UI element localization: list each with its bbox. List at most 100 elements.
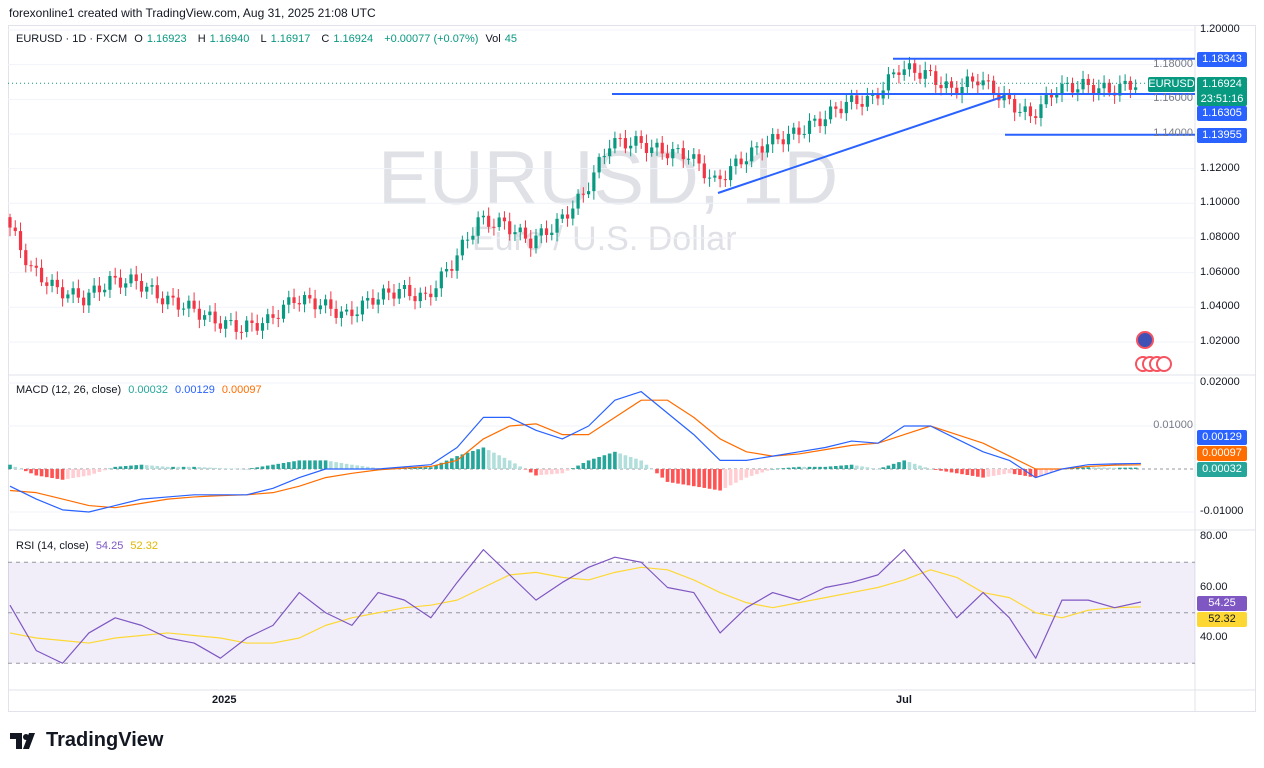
- candle-body: [571, 208, 575, 219]
- candle-body: [665, 153, 670, 159]
- macd-histogram-bar: [323, 460, 328, 469]
- candle-body: [529, 238, 533, 249]
- macd-histogram-bar: [728, 469, 733, 486]
- macd-histogram-bar: [660, 469, 665, 478]
- candle-body: [329, 299, 333, 309]
- macd-histogram-bar: [429, 467, 433, 469]
- macd-histogram-bar: [876, 469, 880, 470]
- candle-body: [713, 175, 717, 178]
- macd-histogram-bar: [213, 467, 217, 469]
- macd-histogram-bar: [276, 463, 281, 469]
- candle-body: [50, 279, 54, 286]
- macd-histogram-bar: [313, 460, 317, 469]
- macd-histogram-bar: [713, 469, 717, 490]
- rsi-legend: RSI (14, close) 54.25 52.32: [16, 540, 162, 552]
- candle-body: [376, 299, 380, 305]
- macd-histogram-bar: [670, 469, 675, 483]
- candle-body: [124, 283, 128, 288]
- macd-histogram-bar: [286, 462, 291, 469]
- macd-histogram-bar: [560, 469, 565, 474]
- macd-histogram-bar: [949, 469, 954, 473]
- macd-histogram-bar: [665, 469, 670, 482]
- candle-body: [981, 80, 985, 86]
- candle-body: [602, 156, 606, 158]
- macd-histogram-bar: [297, 460, 302, 469]
- candle-body: [581, 193, 585, 195]
- candle-body: [965, 76, 969, 88]
- rsi-tick: 60.00: [1200, 580, 1228, 593]
- rsi-tick: 80.00: [1200, 530, 1228, 542]
- macd-tick: 0.02000: [1200, 376, 1240, 388]
- time-label-2025: 2025: [212, 694, 237, 706]
- candle-body: [1097, 88, 1101, 95]
- price-tick: 1.04000: [1200, 300, 1240, 313]
- macd-histogram-bar: [739, 469, 743, 481]
- macd-histogram-bar: [271, 464, 275, 469]
- candle-body: [644, 142, 649, 154]
- macd-histogram-bar: [255, 467, 260, 469]
- candle-body: [855, 95, 859, 104]
- macd-histogram-bar: [239, 468, 244, 470]
- candle-body: [1065, 82, 1069, 84]
- candle-body: [944, 81, 948, 89]
- macd-histogram-bar: [497, 455, 501, 469]
- volume-value: 45: [504, 33, 517, 45]
- macd-signal-line: [9, 399, 1141, 509]
- candle-body: [434, 288, 438, 298]
- macd-histogram-bar: [828, 466, 833, 469]
- candle-body: [1013, 98, 1017, 113]
- candle-body: [502, 217, 507, 222]
- macd-histogram-bar: [1107, 467, 1112, 469]
- high-label: H: [197, 33, 206, 45]
- candle-body: [181, 308, 186, 310]
- candle-body: [760, 146, 764, 153]
- chart-credit: forexonline1 created with TradingView.co…: [9, 6, 376, 20]
- symbol-label[interactable]: EURUSD · 1D · FXCM: [16, 33, 128, 45]
- candle-body: [1076, 89, 1080, 93]
- macd-histogram-bar: [507, 460, 512, 469]
- candle-body: [986, 80, 990, 82]
- volume-label: Vol: [485, 33, 501, 45]
- macd-label[interactable]: MACD (12, 26, close): [16, 384, 122, 396]
- candle-body: [71, 288, 75, 295]
- signal-tag: 0.00097: [1197, 446, 1247, 461]
- macd-histogram-bar: [250, 468, 254, 469]
- macd-histogram-bar: [723, 469, 728, 488]
- candle-body: [355, 314, 359, 317]
- candle-body: [660, 142, 664, 154]
- candle-body: [1049, 93, 1054, 98]
- macd-histogram-bar: [939, 469, 943, 471]
- macd-histogram-bar: [960, 469, 964, 475]
- candle-body: [439, 271, 443, 289]
- macd-histogram-bar: [823, 466, 828, 469]
- macd-histogram-bar: [707, 469, 712, 489]
- rsi-label[interactable]: RSI (14, close): [16, 540, 89, 552]
- candle-body: [429, 293, 433, 298]
- candle-body: [413, 296, 417, 302]
- macd-histogram-bar: [544, 469, 549, 475]
- macd-histogram-bar: [649, 469, 654, 470]
- macd-histogram-bar: [1054, 469, 1059, 471]
- macd-histogram-bar: [597, 456, 601, 469]
- tradingview-logo[interactable]: TradingView: [10, 729, 163, 752]
- macd-histogram-bar: [686, 469, 691, 486]
- macd-histogram-bar: [776, 468, 780, 470]
- macd-histogram-bar: [1044, 469, 1049, 475]
- macd-histogram-bar: [749, 469, 754, 476]
- macd-histogram-bar: [565, 469, 570, 471]
- candle-body: [455, 255, 459, 271]
- macd-histogram-bar: [492, 452, 496, 469]
- time-label-jul: Jul: [896, 694, 912, 706]
- macd-histogram-bar: [486, 450, 491, 469]
- macd-histogram-bar: [76, 469, 81, 478]
- candle-body: [24, 250, 28, 266]
- candle-body: [902, 69, 906, 75]
- candle-body: [481, 215, 485, 218]
- macd-histogram-bar: [528, 469, 533, 473]
- candle-body: [397, 289, 401, 299]
- candle-body: [1060, 83, 1064, 95]
- candle-body: [1086, 78, 1090, 86]
- close-value: 1.16924: [333, 33, 374, 45]
- macd-histogram-bar: [844, 465, 849, 469]
